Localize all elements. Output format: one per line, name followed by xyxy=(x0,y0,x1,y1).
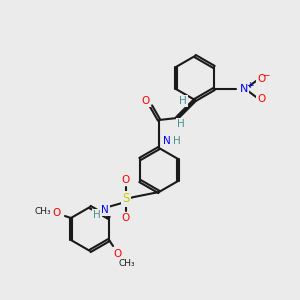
Text: H: H xyxy=(173,136,181,146)
Text: +: + xyxy=(246,80,254,89)
Text: H: H xyxy=(177,119,185,129)
Text: O: O xyxy=(142,96,150,106)
Text: N: N xyxy=(240,84,248,94)
Text: CH₃: CH₃ xyxy=(119,260,135,268)
Text: CH₃: CH₃ xyxy=(34,206,51,215)
Text: O: O xyxy=(113,249,121,259)
Text: N: N xyxy=(101,205,109,215)
Text: O: O xyxy=(122,175,130,185)
Text: S: S xyxy=(122,193,130,206)
Text: O: O xyxy=(53,208,61,218)
Text: H: H xyxy=(179,96,187,106)
Text: O: O xyxy=(257,74,265,84)
Text: O: O xyxy=(257,94,265,104)
Text: H: H xyxy=(93,210,101,220)
Text: O: O xyxy=(122,213,130,223)
Text: N: N xyxy=(163,136,171,146)
Text: −: − xyxy=(262,70,270,80)
